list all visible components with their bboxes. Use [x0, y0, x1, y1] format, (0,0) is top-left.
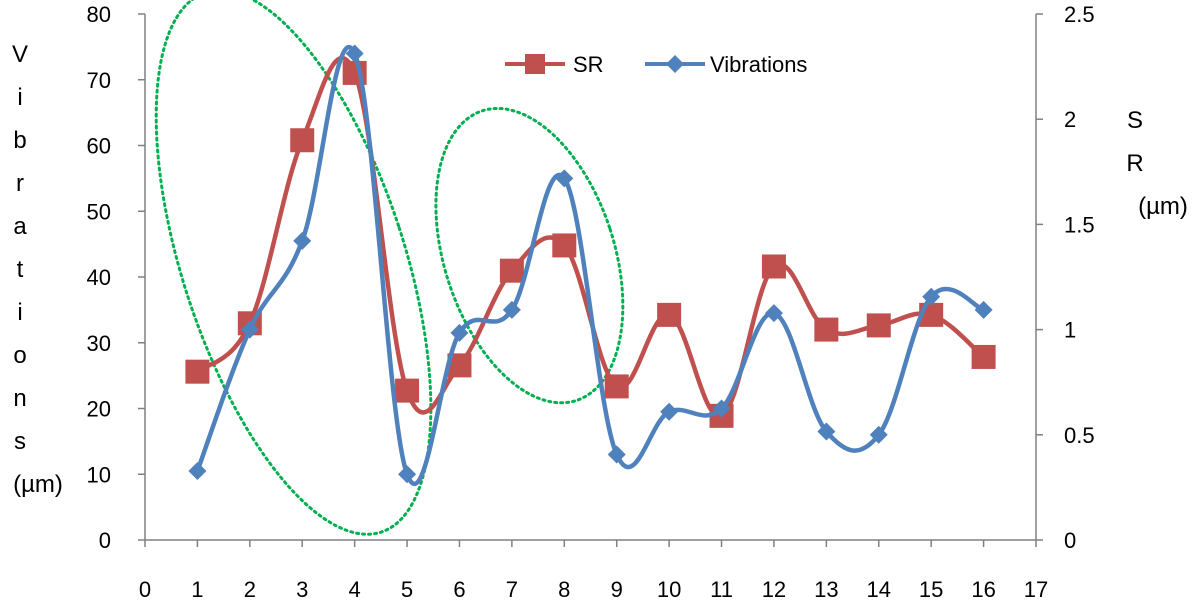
- sr-data-point: [657, 302, 682, 327]
- right-y-axis-label-letter: (µm): [1138, 193, 1188, 220]
- vibrations-data-point: [555, 169, 574, 188]
- right-y-tick-label: 2: [1064, 107, 1076, 132]
- x-tick-label: 1: [191, 577, 203, 602]
- x-tick-label: 5: [401, 577, 413, 602]
- vibrations-data-point: [188, 461, 207, 480]
- right-y-tick-label: 0: [1064, 528, 1076, 553]
- left-y-tick-label: 50: [87, 199, 111, 224]
- x-tick-label: 6: [453, 577, 465, 602]
- sr-data-point: [604, 374, 629, 399]
- series-layer: [185, 44, 996, 487]
- axis-labels: Vibrations(µm)SR(µm): [12, 41, 1188, 498]
- vibrations-data-point: [869, 425, 888, 444]
- left-y-axis-label-letter: V: [12, 41, 28, 68]
- x-tick-label: 15: [919, 577, 943, 602]
- left-y-tick-label: 30: [87, 331, 111, 356]
- vibrations-data-point: [345, 44, 364, 63]
- right-y-tick-label: 1: [1064, 318, 1076, 343]
- vibrations-data-point: [660, 402, 679, 421]
- x-tick-label: 4: [349, 577, 361, 602]
- right-y-axis-label-letter: R: [1126, 150, 1143, 177]
- left-y-axis-label-letter: a: [13, 213, 27, 240]
- left-y-tick-label: 70: [87, 68, 111, 93]
- x-tick-label: 16: [971, 577, 995, 602]
- sr-data-point: [395, 378, 420, 403]
- x-tick-label: 10: [657, 577, 681, 602]
- x-tick-label: 9: [611, 577, 623, 602]
- left-y-tick-label: 10: [87, 462, 111, 487]
- x-tick-label: 2: [244, 577, 256, 602]
- sr-series-line: [195, 55, 986, 419]
- sr-data-point: [185, 359, 210, 384]
- left-y-axis-label-letter: b: [13, 127, 26, 154]
- vibrations-data-point: [293, 231, 312, 250]
- left-y-axis-label-letter: n: [13, 385, 26, 412]
- left-y-tick-label: 20: [87, 397, 111, 422]
- sr-data-point: [290, 128, 315, 153]
- x-tick-label: 12: [762, 577, 786, 602]
- x-tick-label: 3: [296, 577, 308, 602]
- sr-data-point: [814, 317, 839, 342]
- left-y-axis-label-letter: s: [14, 428, 26, 455]
- x-tick-label: 0: [139, 577, 151, 602]
- left-y-tick-label: 80: [87, 2, 111, 27]
- left-y-axis-label-letter: i: [17, 299, 22, 326]
- sr-data-point: [552, 233, 577, 258]
- highlight-ellipse: [434, 106, 625, 405]
- left-y-axis-label-letter: t: [17, 256, 24, 283]
- sr-data-point: [761, 254, 786, 279]
- x-tick-label: 8: [558, 577, 570, 602]
- legend-vibrations-marker: [666, 55, 684, 73]
- vibrations-series-line: [195, 45, 986, 487]
- vibrations-data-point: [607, 445, 626, 464]
- left-y-tick-label: 0: [99, 528, 111, 553]
- legend-sr-label: SR: [573, 52, 604, 77]
- vibrations-data-point: [922, 287, 941, 306]
- right-y-tick-label: 2.5: [1064, 2, 1095, 27]
- left-y-axis-label-letter: o: [13, 342, 26, 369]
- x-tick-label: 13: [814, 577, 838, 602]
- left-y-axis-label-letter: (µm): [13, 471, 63, 498]
- left-y-axis-label-letter: r: [16, 170, 24, 197]
- vibrations-data-point: [240, 320, 259, 339]
- vibrations-data-point: [502, 300, 521, 319]
- vibrations-data-point: [974, 300, 993, 319]
- right-y-tick-label: 0.5: [1064, 423, 1095, 448]
- x-tick-label: 14: [867, 577, 891, 602]
- annotation-layer: [154, 0, 625, 536]
- legend-sr-marker: [525, 54, 545, 74]
- tick-layer: 0 1 2 3 4 5 6 7 8 9 10 11 12 13 14 15 16 1701020304050607…: [87, 2, 1095, 602]
- x-tick-label: 17: [1024, 577, 1048, 602]
- vibrations-data-point: [450, 323, 469, 342]
- axes: [144, 14, 1037, 541]
- left-y-tick-label: 60: [87, 134, 111, 159]
- left-y-axis-label-letter: i: [17, 84, 22, 111]
- vibrations-data-point: [712, 399, 731, 418]
- legend: SR Vibrations: [505, 52, 807, 77]
- x-tick-label: 11: [710, 577, 733, 602]
- highlight-ellipse: [154, 0, 433, 536]
- right-y-tick-label: 1.5: [1064, 212, 1095, 237]
- vibrations-data-point: [398, 465, 417, 484]
- legend-vibrations-label: Vibrations: [710, 52, 807, 77]
- sr-data-point: [971, 344, 996, 369]
- x-tick-label: 7: [506, 577, 518, 602]
- right-y-axis-label-letter: S: [1127, 107, 1143, 134]
- left-y-tick-label: 40: [87, 265, 111, 290]
- sr-data-point: [866, 313, 891, 338]
- vibrations-data-point: [817, 422, 836, 441]
- vibrations-data-point: [764, 304, 783, 323]
- sr-data-point: [499, 258, 524, 283]
